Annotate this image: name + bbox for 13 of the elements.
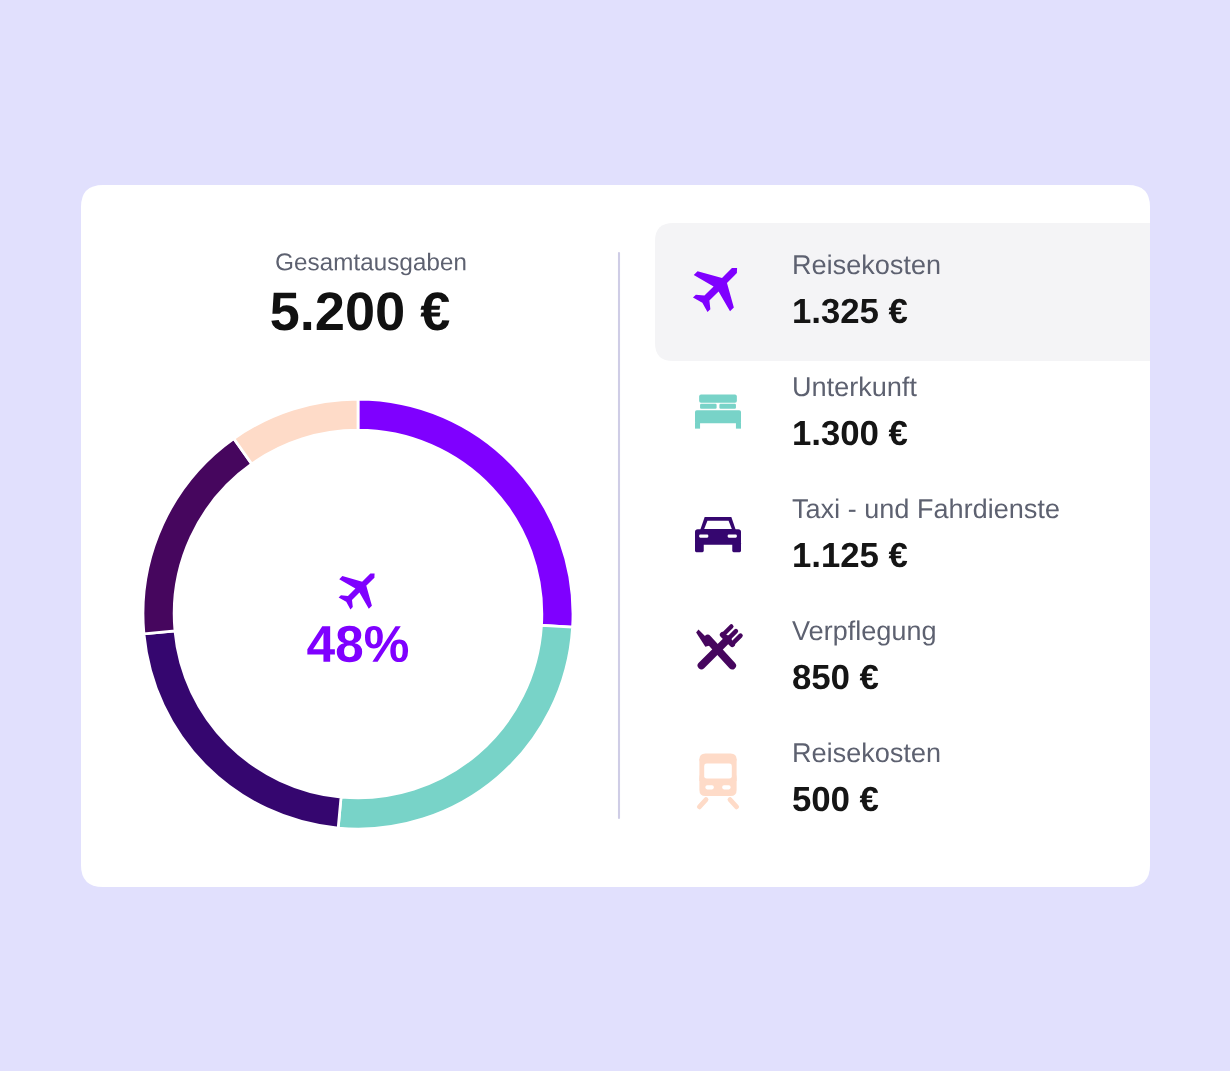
legend-label: Unterkunft	[794, 376, 917, 397]
legend-label: Verpflegung	[792, 620, 935, 646]
data-label: 1.300 €	[794, 420, 908, 446]
data-label: 850 €	[793, 664, 879, 690]
data-label: 1.125 €	[794, 542, 908, 568]
data-label: 500 €	[793, 786, 879, 812]
legend-label: Reisekosten	[794, 254, 940, 275]
text: 48%	[307, 625, 409, 663]
text: 5.200 €	[271, 292, 450, 331]
legend-label: Taxi - und Fahrdienste	[792, 498, 1059, 519]
legend-label: Reisekosten	[794, 742, 940, 763]
data-label: 1.325 €	[794, 298, 908, 324]
chart-title: Gesamtausgaben	[276, 252, 466, 276]
